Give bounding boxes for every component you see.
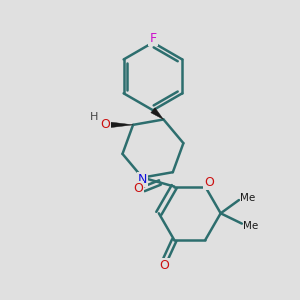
Text: N: N (138, 172, 147, 186)
Text: O: O (134, 182, 143, 196)
Text: H: H (90, 112, 98, 122)
Polygon shape (151, 108, 164, 119)
Text: O: O (100, 118, 110, 131)
Text: Me: Me (243, 221, 259, 231)
Text: O: O (159, 259, 169, 272)
Text: F: F (149, 32, 157, 46)
Polygon shape (106, 122, 133, 128)
Text: O: O (204, 176, 214, 190)
Text: Me: Me (240, 193, 256, 203)
